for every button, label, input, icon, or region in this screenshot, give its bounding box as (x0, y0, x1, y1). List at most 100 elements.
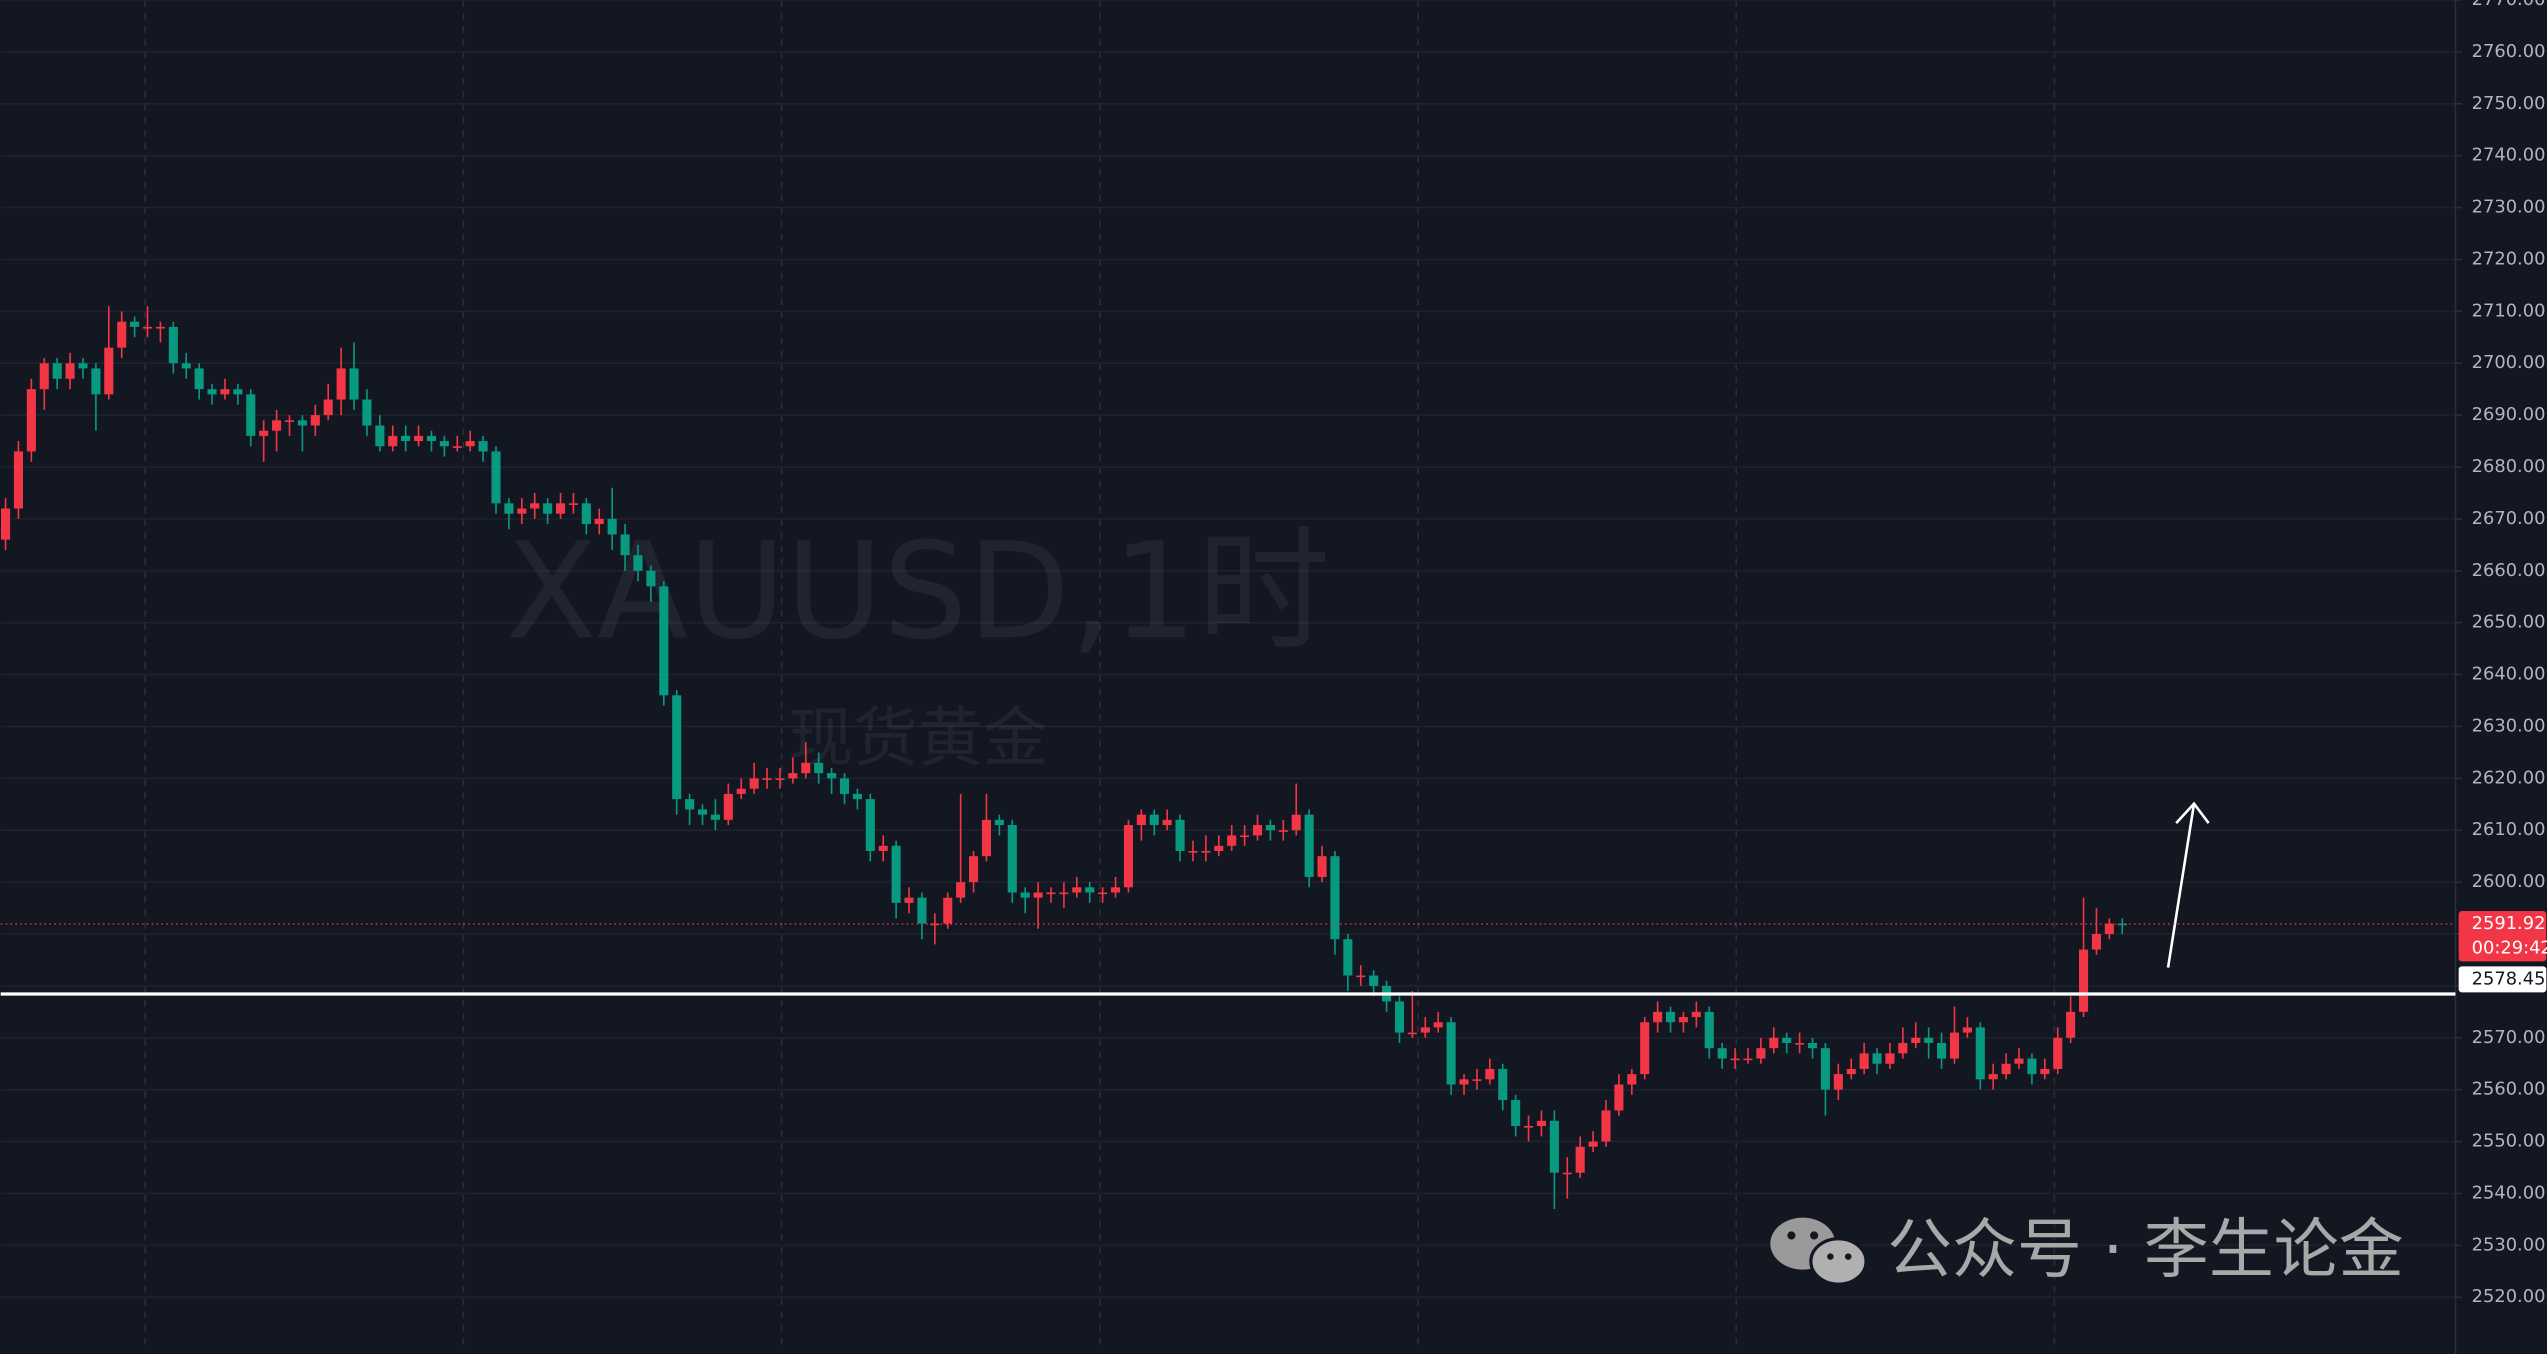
candle-body (1872, 1053, 1882, 1064)
y-tick-label: 2550.00 (2472, 1131, 2546, 1152)
candle-body (1020, 892, 1030, 898)
candle-body (465, 441, 475, 447)
candle-body (917, 897, 927, 924)
candle-body (388, 435, 398, 447)
candle-body (827, 773, 837, 779)
candle-body (2014, 1058, 2024, 1064)
candle-body (865, 799, 875, 851)
candle-body (1214, 845, 1224, 851)
candle-body (491, 451, 501, 504)
candle-body (956, 882, 966, 898)
candle-body (1524, 1126, 1534, 1128)
candle-body (1730, 1058, 1740, 1061)
candle-body (1653, 1011, 1663, 1023)
candle-body (1640, 1022, 1650, 1075)
candle-body (426, 435, 437, 442)
candle-body (1833, 1074, 1843, 1090)
candle-body (2040, 1068, 2050, 1075)
candle-body (284, 420, 295, 422)
candle-body (1072, 887, 1082, 893)
candle-body (620, 534, 630, 556)
candle-body (723, 793, 733, 820)
candle-body (2027, 1058, 2037, 1075)
candle-body (943, 897, 953, 924)
candle-body (1975, 1027, 1985, 1080)
candle-body (52, 363, 62, 379)
y-tick-label: 2540.00 (2472, 1182, 2546, 1203)
candle-body (646, 570, 656, 587)
candle-body (749, 778, 759, 789)
candle-body (272, 420, 282, 431)
y-tick-label: 2570.00 (2472, 1027, 2546, 1048)
candle-body (1911, 1037, 1921, 1043)
y-tick-label: 2520.00 (2472, 1286, 2546, 1307)
y-tick-label: 2720.00 (2472, 248, 2546, 269)
candle-body (1123, 825, 1133, 888)
candle-body (2079, 949, 2089, 1012)
candle-body (1549, 1120, 1559, 1173)
price-axis: 2520.00 2530.00 2540.00 2550.00 2560.00 2570.… (2455, 0, 2545, 1307)
candle-body (1795, 1042, 1805, 1045)
candle-body (1691, 1011, 1701, 1018)
candle-body (168, 326, 178, 364)
watermark-symbol: XAUUSD,1时 (506, 514, 1330, 669)
watermark-name: 现货黄金 (788, 701, 1048, 776)
last-price-label: 2591.92 (2472, 913, 2546, 934)
y-tick-label: 2640.00 (2472, 664, 2546, 685)
candle-body (478, 441, 488, 452)
candle-body (555, 503, 566, 514)
candle-body (1756, 1048, 1766, 1059)
level-label: 2578.45 (2472, 968, 2546, 989)
candle-body (1717, 1048, 1727, 1059)
candle-body (1782, 1037, 1792, 1043)
candle-body (1098, 892, 1108, 895)
candle-body (1575, 1146, 1585, 1173)
candle-body (401, 435, 411, 442)
candle-body (594, 518, 604, 525)
candle-body (1201, 850, 1211, 853)
candle-body (207, 389, 217, 395)
candle-body (117, 321, 127, 348)
candle-body (581, 503, 591, 525)
y-tick-label: 2760.00 (2472, 41, 2546, 62)
candle-body (1459, 1079, 1469, 1085)
candle-body (452, 446, 462, 448)
candle-body (1898, 1042, 1908, 1054)
countdown-label: 00:29:42 (2472, 937, 2547, 958)
candle-body (2001, 1063, 2011, 1075)
candle-body (1988, 1074, 1998, 1080)
candle-body (1252, 825, 1263, 836)
candle-body (1046, 892, 1056, 895)
candle-body (839, 778, 850, 794)
candle-body (891, 845, 901, 903)
y-tick-label: 2630.00 (2472, 715, 2546, 736)
candle-body (1149, 814, 1159, 826)
candle-body (233, 389, 243, 395)
y-tick-label: 2700.00 (2472, 352, 2546, 373)
candle-body (1949, 1032, 1960, 1059)
candle-body (530, 503, 540, 509)
candle-body (1614, 1084, 1624, 1111)
candle-body (543, 503, 553, 514)
candle-body (1317, 856, 1327, 877)
candle-body (349, 368, 359, 400)
grid (0, 0, 2456, 1299)
y-tick-label: 2750.00 (2472, 93, 2546, 114)
candle-body (1627, 1074, 1637, 1085)
candle-body (517, 508, 527, 514)
candle-body (1433, 1022, 1443, 1028)
candle-body (1304, 814, 1314, 877)
candle-body (155, 326, 165, 329)
candle-body (762, 778, 772, 780)
candle-body (1278, 830, 1288, 832)
candle-body (310, 415, 320, 426)
candle-body (91, 368, 101, 395)
candle-body (568, 503, 578, 505)
candle-body (375, 425, 385, 447)
candle-body (775, 778, 785, 780)
candle-body (1885, 1053, 1895, 1064)
arrow-drawing (2166, 801, 2210, 968)
candle-body (788, 773, 798, 779)
candles (0, 306, 2127, 1210)
